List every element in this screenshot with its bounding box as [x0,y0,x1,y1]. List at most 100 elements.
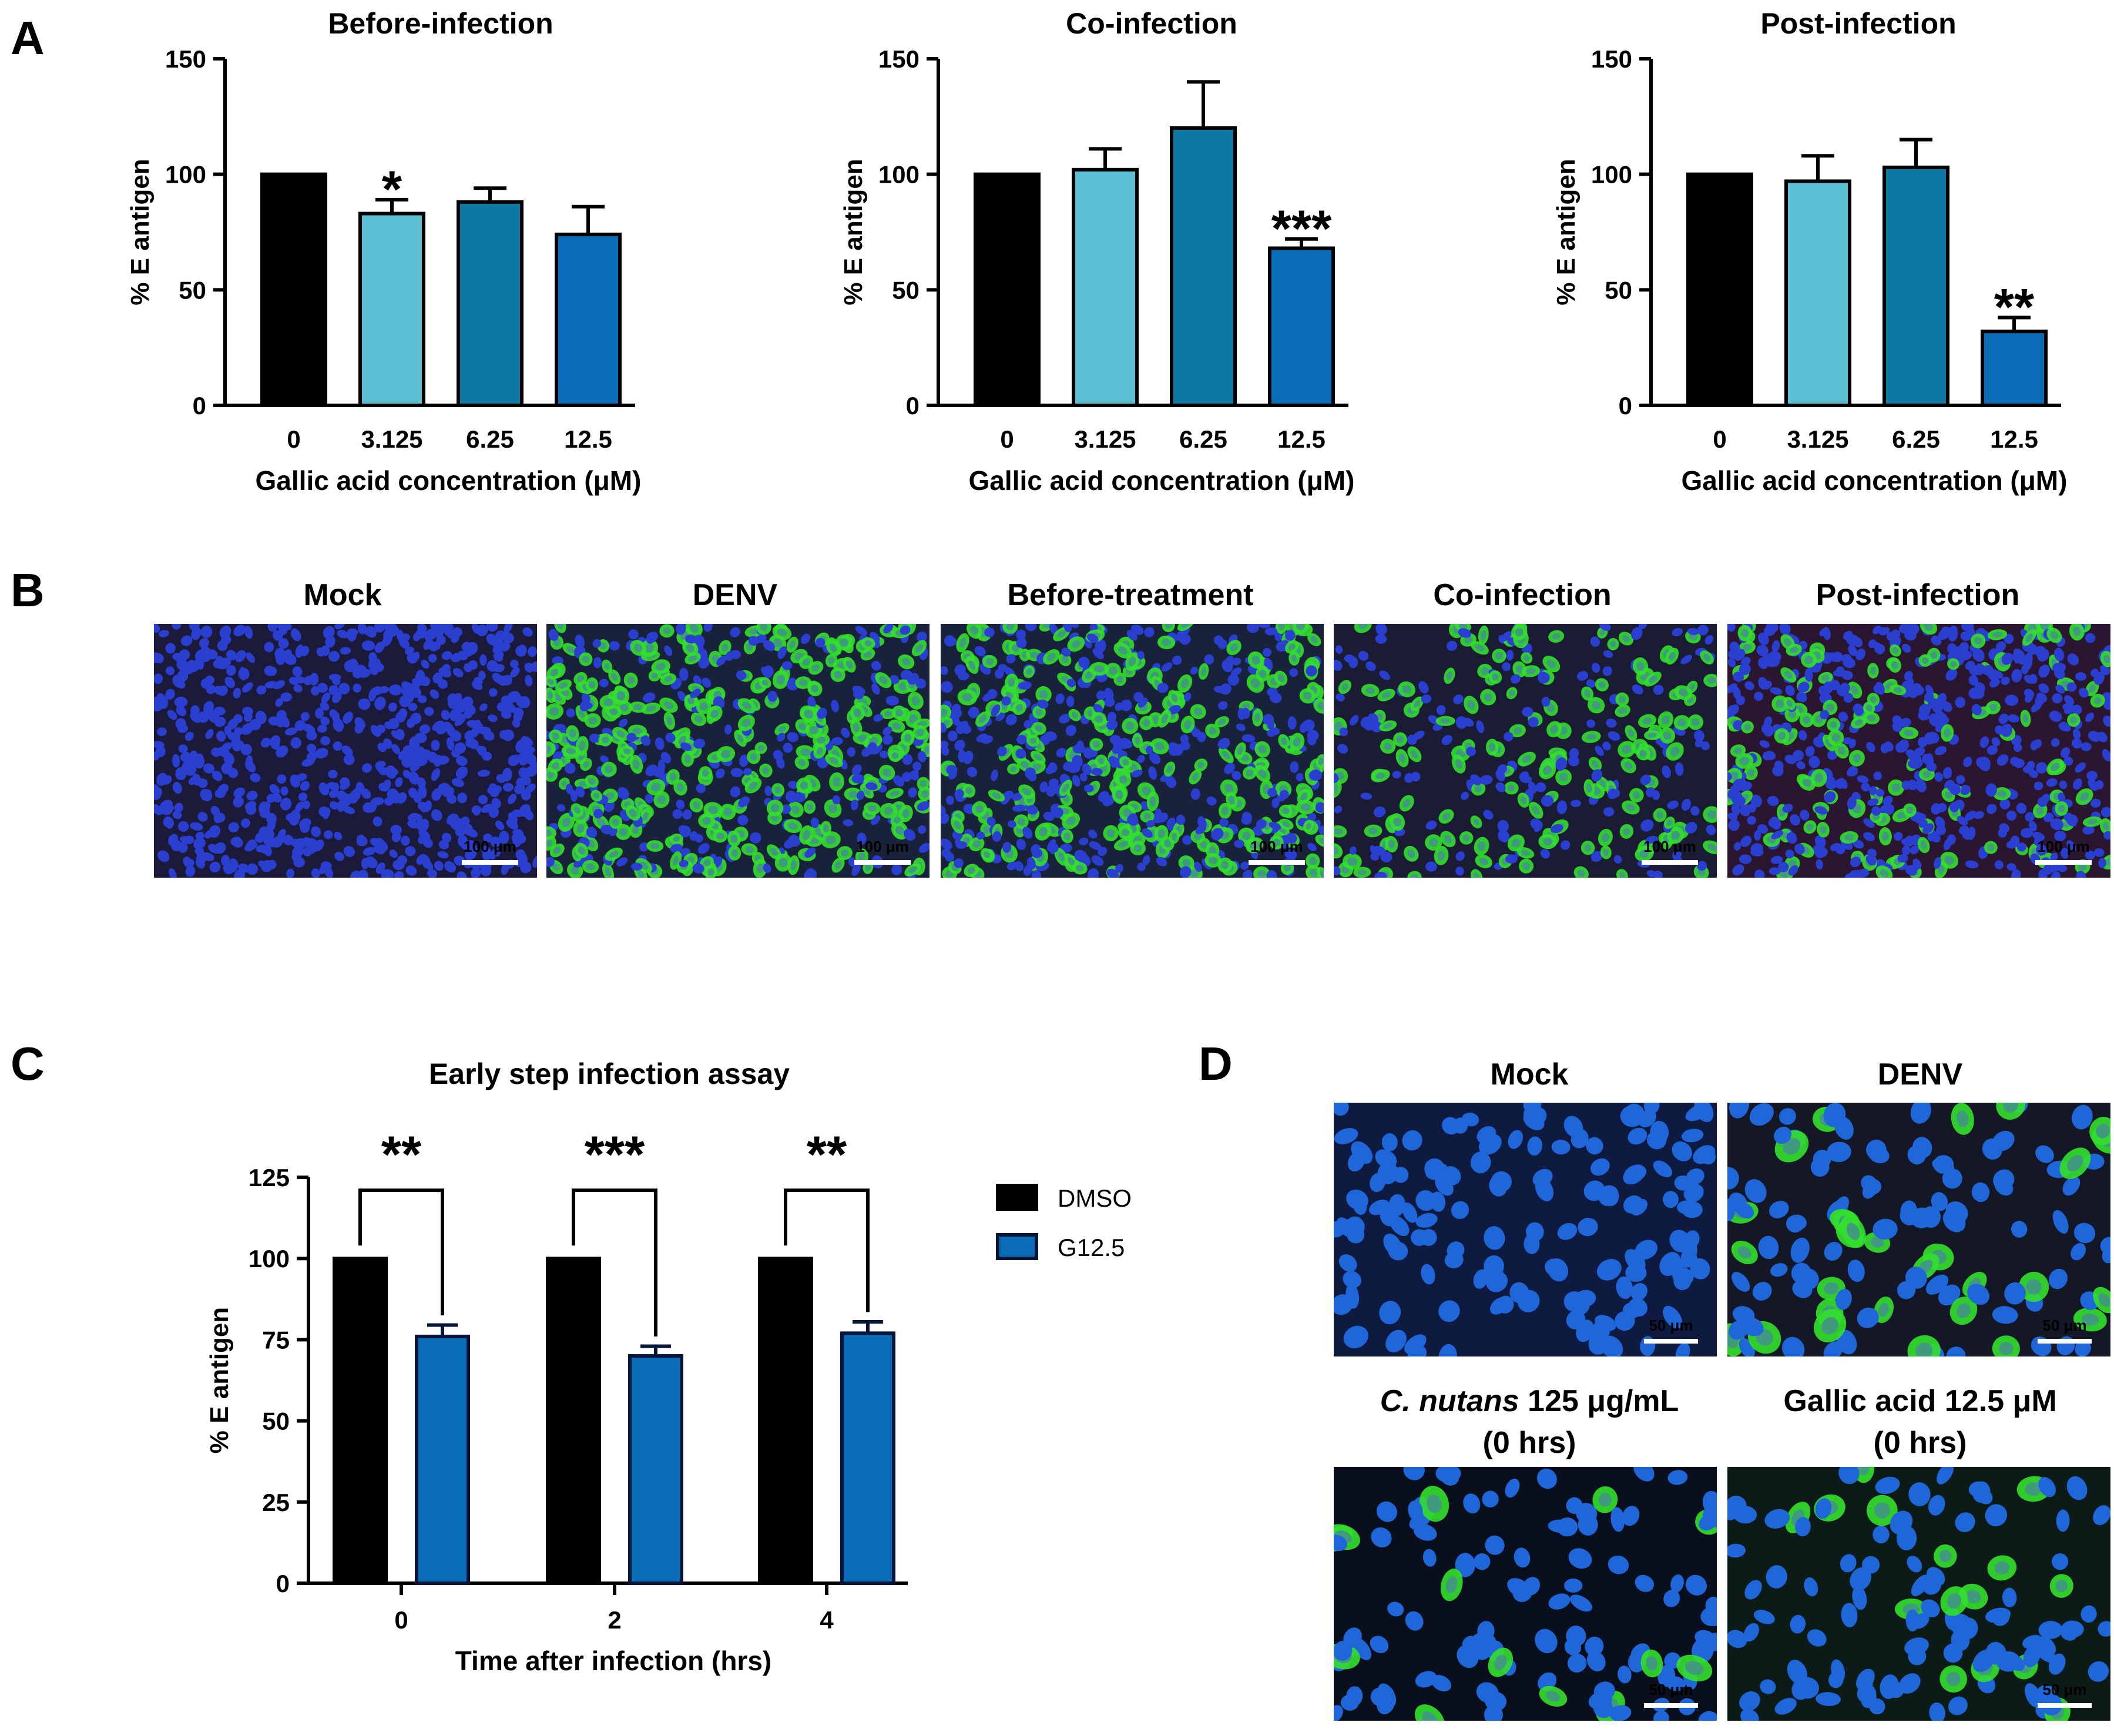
x-tick-label: 0 [394,1606,408,1634]
panel-d-image-2: 50 μm [1727,1103,2110,1356]
x-tick-label: 6.25 [1179,425,1227,453]
panel-d-title-gallic-line2: (0 hrs) [1874,1426,1967,1460]
bar [840,1331,895,1585]
scale-bar [1644,1703,1698,1708]
bar [415,1334,470,1586]
panel-letter-a: A [11,12,45,64]
bar [333,1257,388,1585]
x-tick-label: 0 [1000,425,1014,453]
panel-b-title-denv: DENV [693,578,778,612]
y-tick-label: 50 [892,276,920,304]
bar [974,172,1041,407]
significance-mark: * [382,160,402,218]
scale-bar [854,860,911,865]
panel-letter-c: C [11,1037,45,1090]
scale-bar-label: 50 μm [1649,1317,1693,1334]
bar [358,211,425,407]
y-axis-label: % E antigen [839,159,868,305]
scale-bar-label: 100 μm [2037,838,2090,855]
x-tick-label: 12.5 [564,425,612,453]
x-tick-label: 3.125 [1074,425,1136,453]
panel-b-image-1: 100 μm [154,624,537,878]
panel-d-image-1: 50 μm [1334,1103,1717,1356]
y-axis-label: % E antigen [205,1307,234,1453]
bar [1072,167,1139,407]
bar [1981,330,2048,408]
scale-bar-label: 50 μm [1649,1681,1693,1698]
x-axis-label: Gallic acid concentration (μM) [969,465,1355,496]
x-tick-label: 6.25 [1892,425,1940,453]
panel-d-image-4: 50 μm [1727,1467,2110,1721]
y-tick-label: 50 [1605,276,1632,304]
scale-bar [2038,1703,2092,1708]
y-axis-label: % E antigen [1552,159,1581,305]
y-tick-label: 0 [906,392,920,419]
scale-bar [462,860,518,865]
bar [1883,165,1949,407]
panel-b-image-5: 100 μm [1727,624,2110,878]
bar [1170,126,1237,407]
panel-d-image-3: 50 μm [1334,1467,1717,1721]
chart-title: Early step infection assay [429,1057,790,1090]
x-tick-label: 12.5 [1277,425,1326,453]
x-tick-label: 12.5 [1990,425,2038,453]
scale-bar-label: 50 μm [2042,1681,2086,1698]
y-tick-label: 75 [262,1326,290,1354]
y-tick-label: 0 [276,1570,290,1597]
bar [260,172,327,407]
scale-bar [2038,1339,2092,1344]
chart-title: Co-infection [1066,7,1237,40]
chart-title: Post-infection [1760,7,1956,40]
scale-bar-label: 100 μm [1643,838,1696,855]
chart-title: Before-infection [328,7,553,40]
y-tick-label: 150 [1591,45,1632,73]
bar [457,200,524,407]
bar [1686,172,1753,407]
y-tick-label: 25 [262,1489,290,1516]
significance-mark: ** [1994,278,2035,336]
x-axis-label: Time after infection (hrs) [455,1646,771,1676]
y-tick-label: 100 [249,1245,290,1272]
x-tick-label: 3.125 [361,425,422,453]
panel-b-image-2: 100 μm [546,624,930,878]
x-tick-label: 0 [1713,425,1726,453]
y-axis-label: % E antigen [126,159,155,305]
significance-bracket [358,1188,444,1315]
y-tick-label: 50 [179,276,206,304]
scale-bar [1644,1339,1698,1344]
x-tick-label: 4 [820,1606,834,1634]
y-tick-label: 100 [165,161,206,189]
panel-d-title-cnutans-italic: C. nutans [1380,1384,1519,1418]
panel-d-title-cnutans-rest: 125 μg/mL [1519,1384,1679,1418]
legend-swatch [996,1233,1038,1260]
scale-bar-label: 100 μm [856,838,909,855]
x-tick-label: 6.25 [466,425,514,453]
legend-label: DMSO [1058,1184,1132,1212]
legend-label: G12.5 [1058,1234,1125,1261]
scale-bar [1249,860,1305,865]
bar [1784,179,1851,407]
x-tick-label: 3.125 [1787,425,1848,453]
panel-d-title-cnutans: C. nutans 125 μg/mL [1380,1384,1679,1418]
bar [555,232,622,407]
panel-b-title-mock: Mock [304,578,382,612]
y-tick-label: 125 [249,1164,290,1191]
panel-a-chart-2: Co-infection 0 50 100 150 % E antigen 0 3.125 6.… [839,7,1354,496]
scale-bar-label: 100 μm [1250,838,1303,855]
significance-mark: ** [807,1125,847,1183]
y-tick-label: 50 [262,1408,290,1435]
scale-bar-label: 100 μm [464,838,516,855]
panel-d-title-cnutans-line2: (0 hrs) [1483,1426,1576,1460]
panel-b-image-4: 100 μm [1334,624,1717,878]
significance-bracket [572,1188,657,1337]
bar [758,1257,813,1585]
panel-letter-d: D [1199,1037,1233,1090]
legend-swatch [996,1184,1038,1211]
x-axis-label: Gallic acid concentration (μM) [256,465,642,496]
scale-bar [1642,860,1698,865]
y-tick-label: 0 [193,392,206,419]
bar [628,1354,683,1586]
scale-bar [2035,860,2092,865]
y-tick-label: 100 [1591,161,1632,189]
